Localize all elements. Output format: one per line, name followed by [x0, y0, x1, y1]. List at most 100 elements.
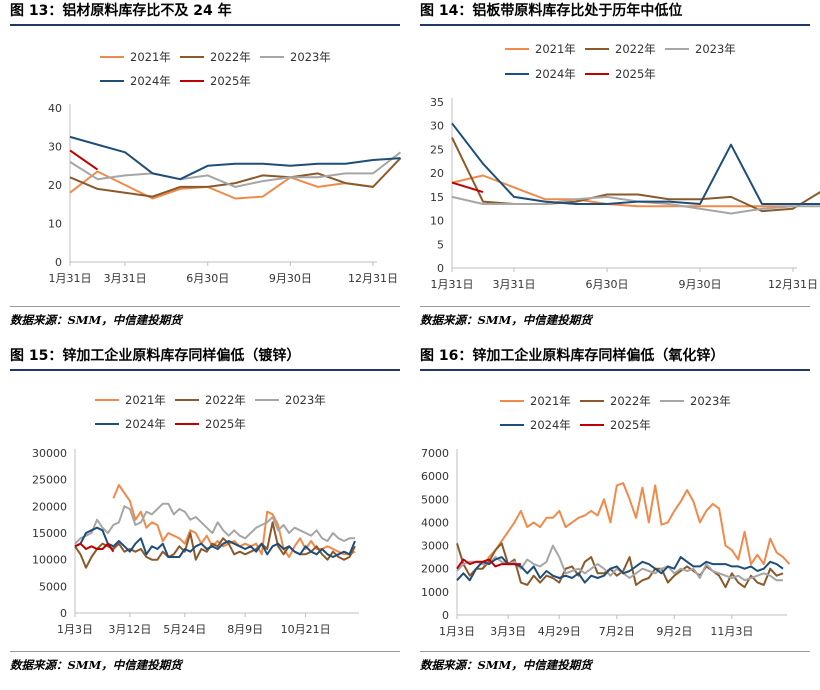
y-tick-label: 20: [430, 167, 444, 180]
y-tick-label: 5: [437, 238, 444, 251]
y-tick-label: 10: [48, 218, 62, 231]
x-tick-label: 3月12日: [108, 623, 151, 636]
x-tick-label: 9月2日: [656, 625, 692, 638]
title-divider: [420, 24, 810, 26]
legend-label-2025: 2025年: [205, 417, 246, 431]
legend-label-2024: 2024年: [535, 67, 576, 81]
y-tick-label: 0: [437, 262, 444, 275]
series-line-2022: [69, 157, 402, 198]
legend-label-2021: 2021年: [125, 393, 166, 407]
x-tick-label: 12月31日: [768, 278, 818, 291]
x-tick-label: 9月30日: [269, 272, 312, 285]
series-line-2024: [69, 135, 401, 181]
y-tick-label: 25000: [32, 474, 67, 487]
chart-zinc-galvanizing: 0 5000 10000 15000 20000 25000 30000 1月3日 3月12日 5…: [32, 393, 359, 636]
series-line-2025: [74, 542, 115, 553]
series-line-2025: [451, 181, 484, 194]
x-tick-label: 1月3日: [439, 625, 475, 638]
panel-zinc-oxide: 图 16：锌加工企业原料库存同样偏低（氧化锌） 0 1000 2000 3000 400…: [410, 345, 820, 690]
legend-label-2025: 2025年: [615, 67, 656, 81]
x-tick-label: 12月31日: [348, 272, 398, 285]
x-tick-label: 1月31日: [49, 272, 92, 285]
x-tick-label: 5月24日: [163, 623, 206, 636]
title-divider: [10, 369, 400, 371]
y-tick-label: 10: [430, 215, 444, 228]
legend-label-2022: 2022年: [610, 394, 651, 408]
series-line-2025: [456, 558, 521, 570]
legend-label-2021: 2021年: [530, 394, 571, 408]
legend-label-2021: 2021年: [130, 50, 171, 64]
x-tick-label: 10月21日: [281, 623, 331, 636]
x-tick-label: 9月30日: [679, 278, 722, 291]
y-tick-label: 10000: [32, 554, 67, 567]
y-tick-label: 1000: [421, 586, 449, 599]
legend-label-2022: 2022年: [210, 50, 251, 64]
legend-label-2024: 2024年: [125, 417, 166, 431]
y-tick-label: 30: [430, 120, 444, 133]
legend-label-2021: 2021年: [535, 42, 576, 56]
series-line-2024: [74, 526, 356, 558]
series-line-2021: [112, 484, 356, 558]
panel-title: 图 16：锌加工企业原料库存同样偏低（氧化锌）: [420, 348, 725, 364]
legend-label-2023: 2023年: [290, 50, 331, 64]
source-divider: [420, 651, 810, 652]
series-line-2024: [451, 122, 820, 205]
y-tick-label: 30000: [32, 447, 67, 460]
y-tick-label: 3000: [421, 540, 449, 553]
chart-aluminum-profile: 0 10 20 30 40 1月31日 3月31日 6月30日 9月30日 12月31日 2021年…: [48, 50, 402, 285]
panel-zinc-galvanizing: 图 15：锌加工企业原料库存同样偏低（镀锌） 0 5000 10000 15000 20…: [0, 345, 410, 690]
source-divider: [10, 651, 400, 652]
source-divider: [420, 306, 810, 307]
y-tick-label: 35: [430, 96, 444, 109]
x-tick-label: 11月3日: [710, 625, 753, 638]
series-line-2021: [69, 170, 374, 200]
y-tick-label: 30: [48, 141, 62, 154]
series-line-2021: [451, 174, 793, 208]
y-tick-label: 7000: [421, 447, 449, 460]
panel-title: 图 15：锌加工企业原料库存同样偏低（镀锌）: [10, 348, 301, 364]
legend-label-2023: 2023年: [695, 42, 736, 56]
x-tick-label: 6月30日: [186, 272, 229, 285]
panel-aluminum-profile: 图 13：铝材原料库存比不及 24 年 0 10 20 30 40 1月31日 3月31日 6…: [0, 0, 410, 345]
series-line-2025: [69, 149, 99, 171]
legend-label-2025: 2025年: [210, 74, 251, 88]
series-line-2021: [481, 482, 791, 570]
y-tick-label: 15000: [32, 527, 67, 540]
chart-aluminum-plate: 0 5 10 15 20 25 30 35 1月31日 3月31日 6月30日 9月30日 12月31日…: [430, 42, 820, 291]
panel-aluminum-plate: 图 14：铝板带原料库存比处于历年中低位 0 5 10 15 20 25 30 35 1月31日…: [410, 0, 820, 345]
y-tick-label: 4000: [421, 516, 449, 529]
y-tick-label: 5000: [39, 580, 67, 593]
y-tick-label: 15: [430, 191, 444, 204]
y-tick-label: 40: [48, 102, 62, 115]
source-note: 数据来源：SMM，中信建投期货: [420, 658, 592, 672]
legend-label-2023: 2023年: [690, 394, 731, 408]
source-note: 数据来源：SMM，中信建投期货: [420, 313, 592, 327]
x-tick-label: 1月3日: [57, 623, 93, 636]
y-tick-label: 0: [55, 256, 62, 269]
x-tick-label: 3月31日: [104, 272, 147, 285]
y-tick-label: 0: [442, 609, 449, 622]
y-tick-label: 20: [48, 179, 62, 192]
title-divider: [420, 369, 810, 371]
legend-label-2022: 2022年: [615, 42, 656, 56]
series-line-2023: [69, 151, 402, 188]
x-tick-label: 3月31日: [493, 278, 536, 291]
x-tick-label: 7月2日: [599, 625, 635, 638]
title-divider: [10, 24, 400, 26]
legend-label-2023: 2023年: [285, 393, 326, 407]
y-tick-label: 25: [430, 143, 444, 156]
x-tick-label: 6月30日: [586, 278, 629, 291]
y-tick-label: 0: [60, 607, 67, 620]
source-note: 数据来源：SMM，中信建投期货: [10, 658, 182, 672]
chart-zinc-oxide: 0 1000 2000 3000 4000 5000 6000 7000 1月3日 3月3日 4月2…: [421, 394, 791, 638]
series-line-2022: [456, 542, 784, 589]
source-note: 数据来源：SMM，中信建投期货: [10, 313, 182, 327]
x-tick-label: 1月31日: [431, 278, 474, 291]
legend-label-2024: 2024年: [530, 418, 571, 432]
legend-label-2024: 2024年: [130, 74, 171, 88]
x-tick-label: 3月3日: [490, 625, 526, 638]
panel-title: 图 13：铝材原料库存比不及 24 年: [10, 3, 232, 19]
series-line-2023: [74, 502, 355, 545]
y-tick-label: 6000: [421, 470, 449, 483]
series-line-2024: [456, 556, 784, 584]
